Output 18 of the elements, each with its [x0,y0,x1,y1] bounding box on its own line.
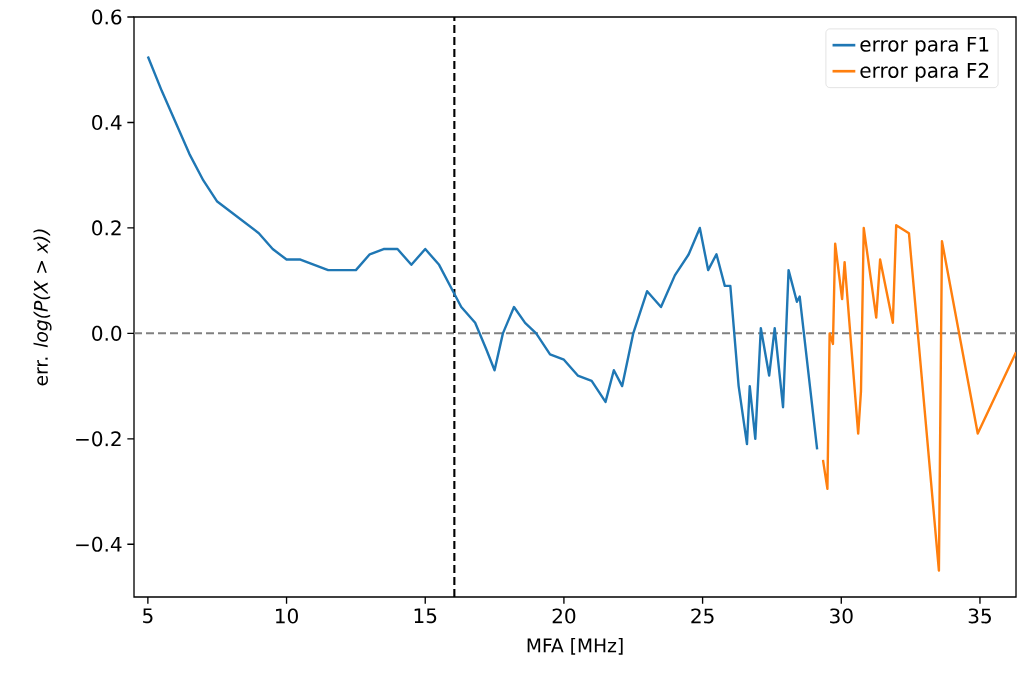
y-tick-label: 0.0 [92,325,122,341]
legend-label: error para F2 [860,62,989,82]
y-tick-label: 0.2 [92,220,121,236]
x-axis-title: MFA [MHz] [527,638,623,655]
y-tick-label: 0.6 [92,9,122,25]
line-series [821,224,1017,572]
x-tick-label: 30 [830,608,853,624]
x-tick-label: 35 [968,608,991,624]
y-tick-label: 0.4 [92,114,122,131]
x-tick-label: 10 [276,608,298,624]
x-tick-label: 25 [691,608,714,624]
y-tick-label: −0.4 [76,536,122,552]
legend-label: error para F1 [860,36,989,56]
x-tick-label: 5 [143,608,153,624]
y-tick-label: −0.2 [76,431,121,447]
x-tick-label: 20 [552,608,576,624]
y-axis-title: err. log(P(X > x)) [33,229,52,386]
x-tick-label: 15 [414,608,437,624]
